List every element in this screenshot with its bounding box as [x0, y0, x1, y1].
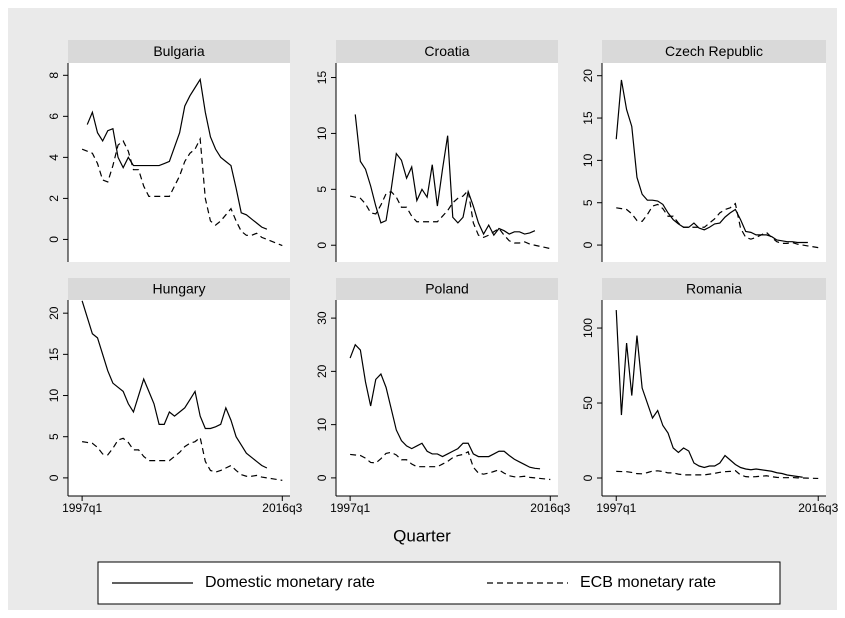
- y-tick-label: 0: [315, 242, 329, 249]
- y-tick-label: 5: [47, 433, 61, 440]
- x-tick-label: 2016q3: [530, 501, 570, 515]
- panel-header: [68, 40, 290, 63]
- legend: [97, 561, 781, 605]
- panel-header: [602, 40, 826, 63]
- panel-title: Croatia: [424, 43, 469, 59]
- data-line: [615, 310, 803, 478]
- data-line: [354, 114, 536, 237]
- plot-area: [602, 63, 826, 262]
- panel-header: [602, 278, 826, 300]
- panel-title: Poland: [425, 281, 469, 297]
- panel-title: Bulgaria: [153, 43, 205, 59]
- y-tick-label: 10: [315, 418, 329, 432]
- data-line: [615, 79, 808, 244]
- plot-area: [602, 300, 826, 496]
- panel-title: Czech Republic: [665, 43, 763, 59]
- y-tick-label: 6: [47, 113, 61, 120]
- y-tick-label: 0: [581, 241, 595, 248]
- data-line: [81, 136, 283, 247]
- panel-title: Hungary: [153, 281, 206, 297]
- legend-label: ECB monetary rate: [580, 574, 716, 591]
- panel-header: [68, 278, 290, 300]
- y-tick-label: 5: [315, 186, 329, 193]
- y-tick-label: 100: [581, 318, 595, 338]
- plot-area: [68, 300, 290, 496]
- y-tick-label: 4: [47, 154, 61, 161]
- x-tick-label: 2016q3: [262, 501, 302, 515]
- y-tick-label: 10: [315, 126, 329, 140]
- x-tick-label: 1997q1: [330, 501, 370, 515]
- x-tick-label: 1997q1: [62, 501, 102, 515]
- panel-header: [336, 40, 558, 63]
- legend-label: Domestic monetary rate: [205, 574, 375, 591]
- y-tick-label: 5: [581, 199, 595, 206]
- data-line: [350, 450, 551, 481]
- y-tick-label: 0: [47, 236, 61, 243]
- y-tick-label: 15: [47, 347, 61, 361]
- y-tick-label: 0: [315, 474, 329, 481]
- x-tick-label: 2016q3: [798, 501, 838, 515]
- panel-header: [336, 278, 558, 300]
- data-line: [616, 202, 819, 249]
- y-tick-label: 8: [47, 72, 61, 79]
- x-tick-label: 1997q1: [596, 501, 636, 515]
- data-line: [349, 343, 541, 470]
- y-tick-label: 2: [47, 195, 61, 202]
- data-line: [616, 470, 819, 480]
- y-tick-label: 15: [581, 111, 595, 125]
- y-tick-label: 0: [581, 474, 595, 481]
- panel-title: Romania: [686, 281, 742, 297]
- data-line: [82, 436, 283, 481]
- y-tick-label: 20: [581, 69, 595, 83]
- y-tick-label: 15: [315, 71, 329, 85]
- x-axis-label: Quarter: [393, 526, 451, 545]
- plot-area: [68, 63, 290, 262]
- y-tick-label: 50: [581, 396, 595, 410]
- y-tick-label: 10: [581, 153, 595, 167]
- plot-area: [336, 63, 558, 262]
- data-line: [81, 300, 268, 469]
- data-line: [86, 77, 268, 230]
- y-tick-label: 30: [315, 311, 329, 325]
- y-tick-label: 0: [47, 474, 61, 481]
- y-tick-label: 20: [315, 364, 329, 378]
- y-tick-label: 10: [47, 389, 61, 403]
- data-line: [349, 189, 551, 250]
- y-tick-label: 20: [47, 306, 61, 320]
